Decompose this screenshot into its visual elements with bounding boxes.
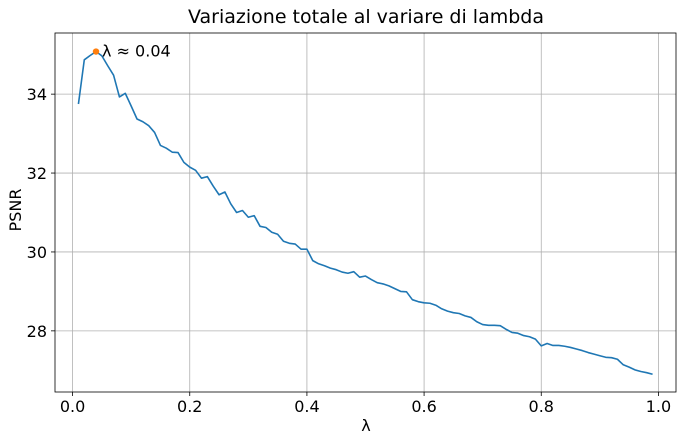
series-layer	[77, 50, 653, 376]
y-tick-label: 28	[27, 322, 47, 341]
annotation-layer: λ ≈ 0.04	[92, 42, 171, 61]
best-lambda-marker	[92, 48, 100, 55]
x-tick-label: 1.0	[646, 397, 671, 416]
x-tick-label: 0.6	[411, 397, 436, 416]
x-axis-label: λ	[361, 416, 370, 435]
y-axis-label: PSNR	[6, 189, 25, 232]
x-tick-label: 0.4	[294, 397, 319, 416]
x-tick-label: 0.8	[529, 397, 554, 416]
grid	[55, 33, 676, 392]
y-tick-label: 32	[27, 164, 47, 183]
plot-border	[54, 32, 677, 393]
best-lambda-label: λ ≈ 0.04	[102, 42, 171, 61]
psnr-series-line	[77, 50, 653, 376]
y-tick-label: 30	[27, 243, 47, 262]
y-tick-label: 34	[27, 85, 47, 104]
chart-title: Variazione totale al variare di lambda	[188, 6, 544, 28]
x-axis: 0.0 0.2 0.4 0.6 0.8 1.0	[60, 392, 671, 416]
plot-frame	[54, 32, 677, 393]
y-axis: 28 30 32 34	[27, 85, 55, 341]
x-tick-label: 0.0	[60, 397, 85, 416]
x-tick-label: 0.2	[177, 397, 202, 416]
